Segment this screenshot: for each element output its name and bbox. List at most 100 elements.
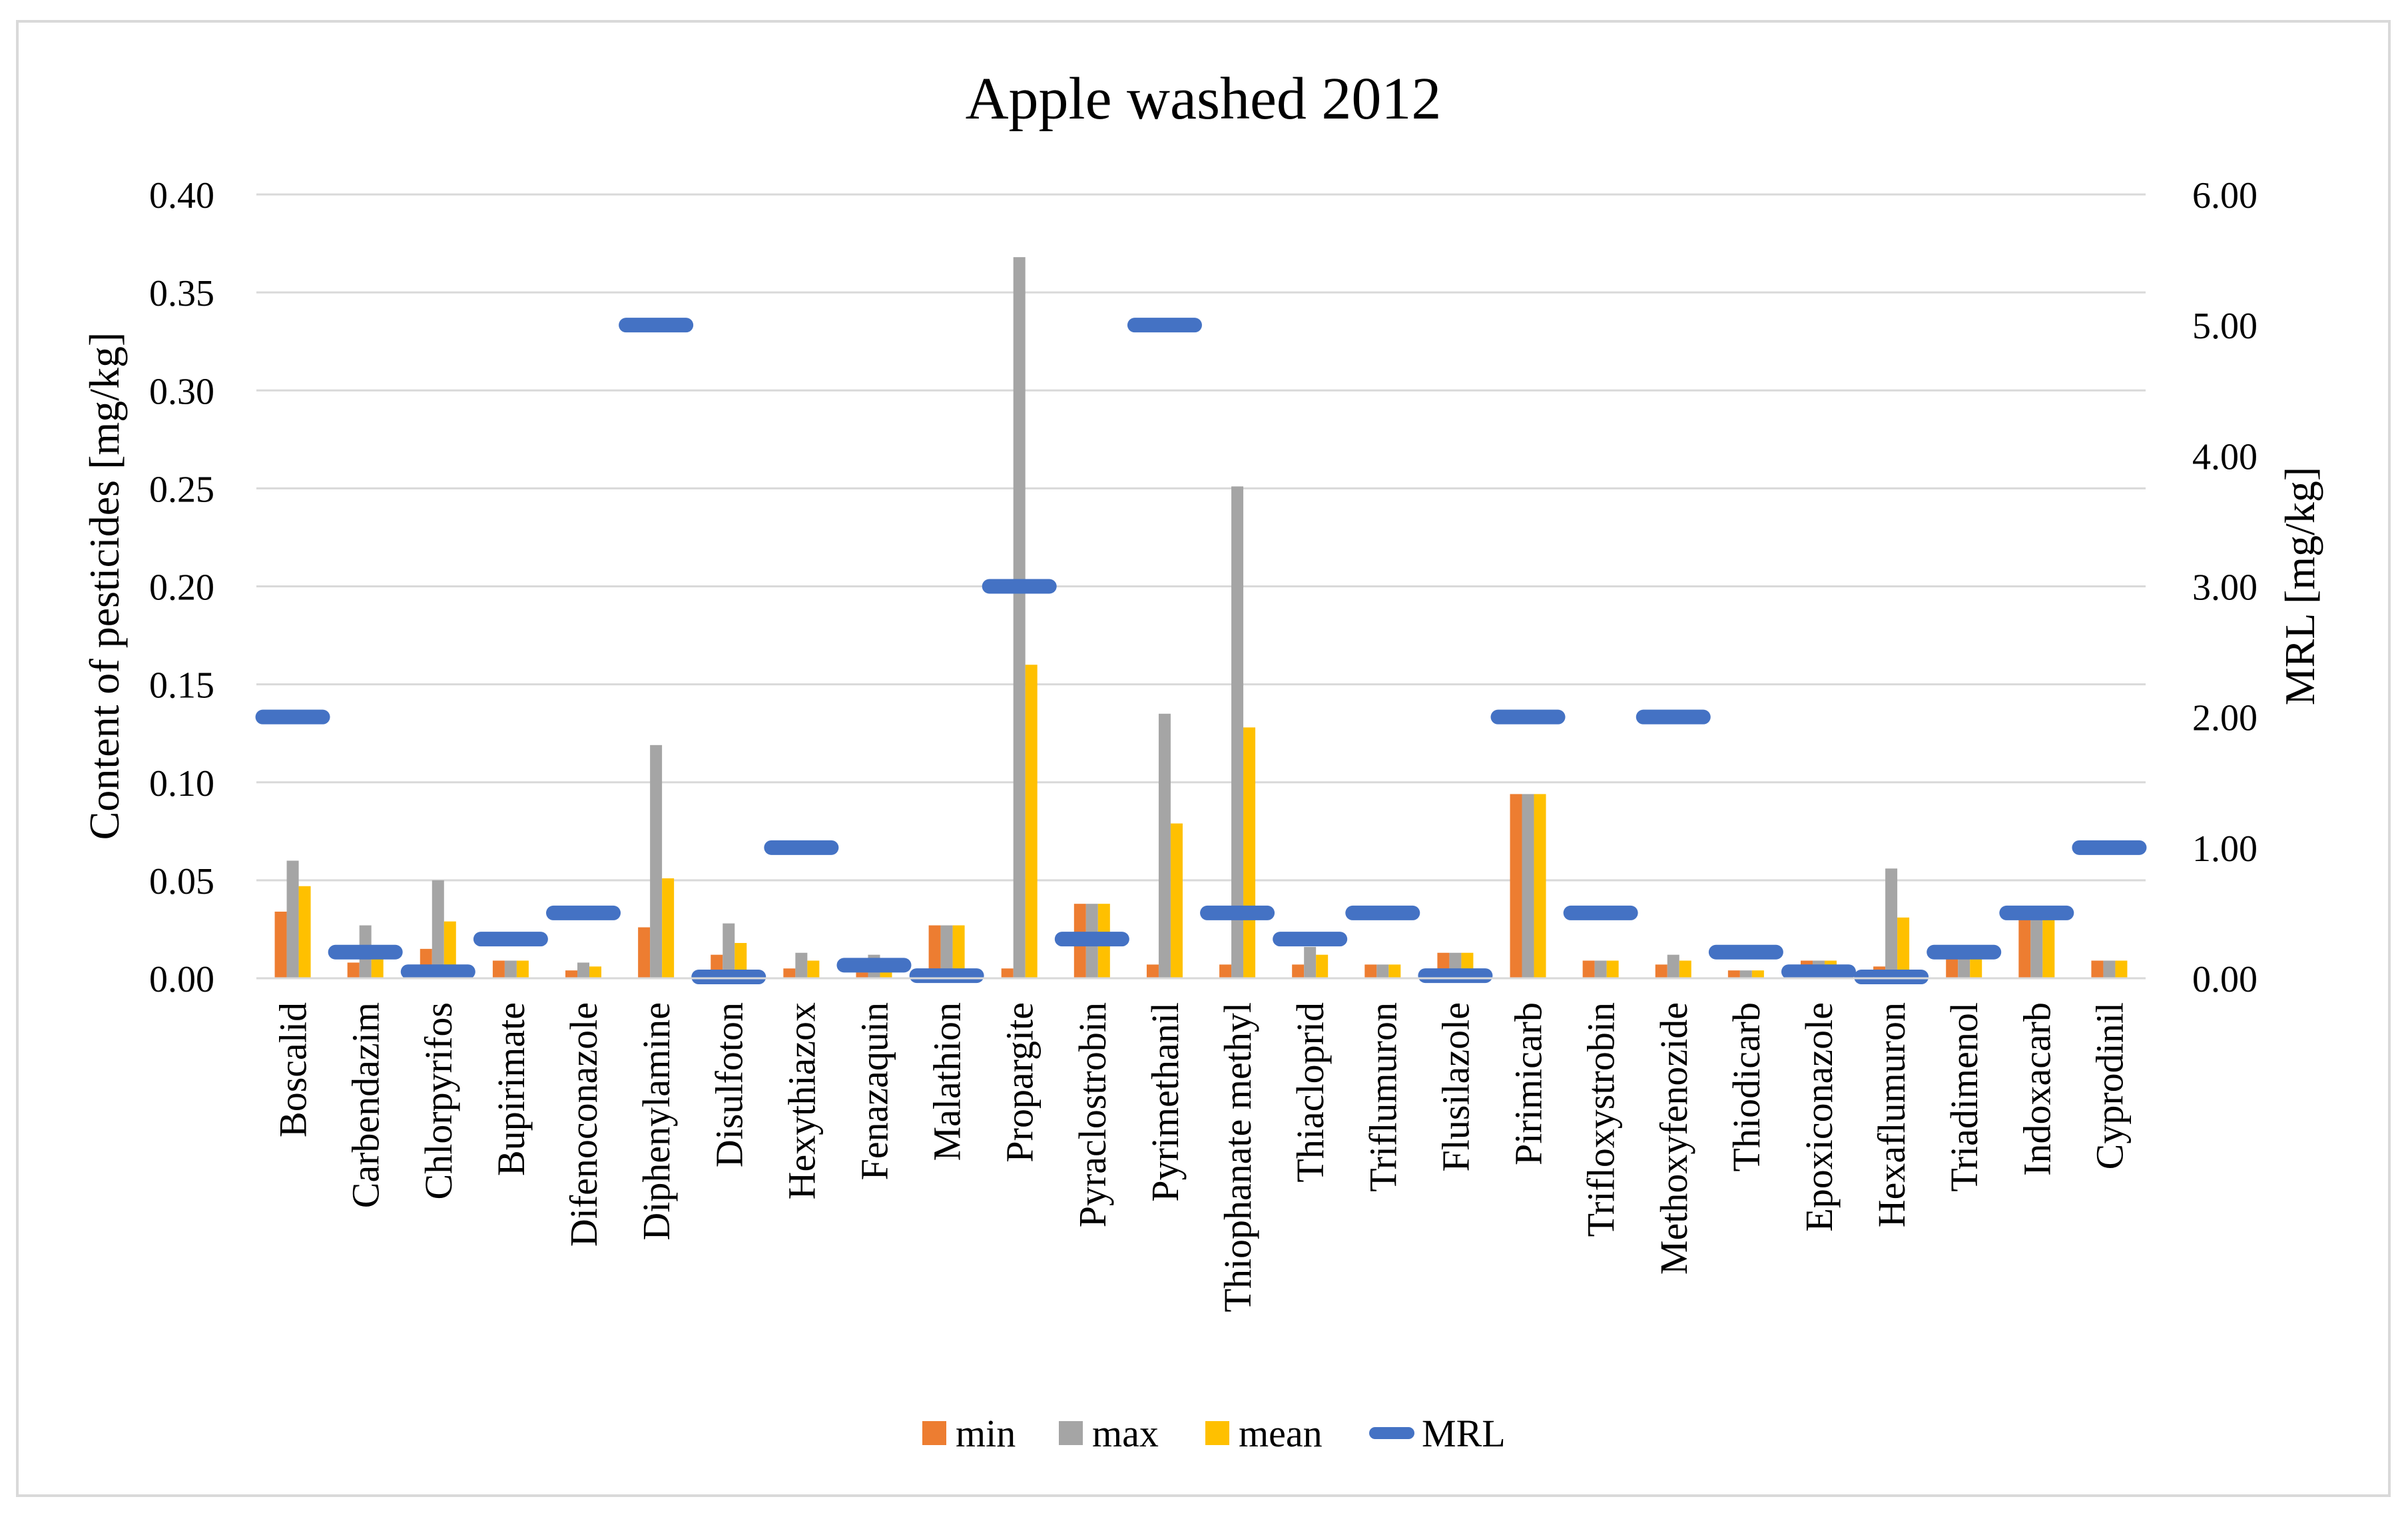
bar-mean — [1243, 727, 1256, 978]
right-axis-ticks: 0.00 1.00 2.00 3.00 4.00 5.00 6.00 — [2192, 175, 2258, 1000]
bar-mean — [298, 886, 311, 978]
category-label: Methoxyfenozide — [1652, 1002, 1695, 1275]
gridlines — [256, 193, 2146, 882]
left-axis-ticks: 0.00 0.05 0.10 0.15 0.20 0.25 0.30 0.35 0.40 — [149, 175, 214, 1000]
bar-min — [2018, 917, 2031, 978]
category-label: Trifloxystrobin — [1580, 1002, 1623, 1237]
bar-mean — [1606, 960, 1619, 978]
bar-min — [1146, 964, 1159, 978]
category-label: Pyrimethanil — [1143, 1002, 1187, 1202]
left-tick-label: 0.25 — [149, 469, 214, 510]
bar-min — [2091, 960, 2104, 978]
bar-mean — [2115, 960, 2128, 978]
right-tick-label: 6.00 — [2192, 175, 2258, 216]
bar-max — [1594, 960, 1607, 978]
category-label: Malathion — [926, 1002, 969, 1161]
chart-title: Apple washed 2012 — [966, 66, 1442, 132]
category-label: Bupirimate — [489, 1002, 533, 1176]
category-label: Indoxacarb — [2015, 1002, 2058, 1176]
legend-label: mean — [1239, 1412, 1323, 1455]
bar-mean — [1025, 665, 1038, 978]
left-axis-title: Content of pesticides [mg/kg] — [81, 332, 128, 840]
category-label: Fenazaquin — [852, 1002, 896, 1180]
category-label: Hexythiazox — [780, 1002, 823, 1199]
bar-min — [565, 970, 578, 978]
bar-min — [492, 960, 505, 978]
right-tick-label: 3.00 — [2192, 567, 2258, 609]
bar-mean — [1534, 794, 1546, 978]
right-tick-label: 5.00 — [2192, 306, 2258, 347]
bar-max — [650, 745, 663, 978]
left-tick-label: 0.15 — [149, 665, 214, 707]
bar-mean — [1679, 960, 1691, 978]
chart-frame — [16, 20, 2391, 1497]
bar-max — [504, 960, 517, 978]
bar-min — [783, 968, 796, 978]
left-tick-label: 0.20 — [149, 567, 214, 609]
category-labels: Boscalid Carbendazim Chlorpyrifos Bupirimat… — [272, 1002, 2132, 1312]
bar-mean — [2042, 917, 2055, 978]
category-label: Thiophanate methyl — [1216, 1002, 1259, 1312]
bar-mean — [952, 925, 965, 978]
left-tick-label: 0.30 — [149, 371, 214, 412]
bar-min — [1001, 968, 1014, 978]
bar-mean — [444, 921, 456, 978]
category-label: Carbendazim — [344, 1002, 388, 1208]
bars — [274, 257, 2128, 978]
right-tick-label: 0.00 — [2192, 959, 2258, 1000]
bar-mean — [1316, 954, 1329, 978]
bar-mean — [516, 960, 529, 978]
bar-max — [286, 860, 299, 978]
legend: min max mean MRL — [922, 1412, 1506, 1455]
bar-min — [1510, 794, 1522, 978]
right-tick-label: 4.00 — [2192, 436, 2258, 477]
bar-min — [638, 927, 651, 978]
category-label: Triadimenol — [1943, 1002, 1986, 1192]
bar-mean — [662, 878, 675, 978]
bar-mean — [807, 960, 820, 978]
category-label: Boscalid — [272, 1002, 315, 1137]
bar-max — [1522, 794, 1534, 978]
bar-mean — [589, 966, 602, 978]
bar-min — [1582, 960, 1595, 978]
right-tick-label: 2.00 — [2192, 698, 2258, 739]
bar-max — [1158, 713, 1171, 978]
bar-max — [2103, 960, 2116, 978]
category-label: Thiacloprid — [1289, 1002, 1332, 1183]
bar-min — [274, 911, 287, 978]
left-tick-label: 0.00 — [149, 959, 214, 1000]
legend-swatch-min — [922, 1421, 946, 1445]
bar-max — [723, 923, 735, 978]
bar-max — [1376, 964, 1389, 978]
bar-max — [940, 925, 953, 978]
bar-max — [795, 952, 808, 978]
bar-max — [1885, 868, 1898, 978]
bar-max — [1231, 486, 1244, 978]
bar-min — [1655, 964, 1667, 978]
bar-max — [1013, 257, 1026, 978]
category-label: Thiodicarb — [1725, 1002, 1768, 1171]
bar-mean — [1751, 970, 1764, 978]
left-tick-label: 0.05 — [149, 861, 214, 902]
category-label: Diphenylamine — [635, 1002, 678, 1241]
legend-label: max — [1092, 1412, 1159, 1455]
bar-min — [856, 972, 868, 978]
category-label: Hexaflumuron — [1870, 1002, 1913, 1227]
bar-max — [2030, 917, 2043, 978]
bar-min — [1727, 970, 1740, 978]
right-axis-title: MRL [mg/kg] — [2276, 467, 2323, 706]
category-label: Flusilazole — [1434, 1002, 1477, 1172]
bar-mean — [1897, 917, 1910, 978]
bar-max — [1667, 954, 1679, 978]
category-label: Chlorpyrifos — [417, 1002, 460, 1199]
legend-label: min — [956, 1412, 1016, 1455]
bar-min — [1292, 964, 1305, 978]
bar-min — [1219, 964, 1232, 978]
left-tick-label: 0.40 — [149, 175, 214, 216]
bar-min — [1364, 964, 1377, 978]
bar-mean — [735, 943, 747, 978]
category-label: Triflumuron — [1361, 1002, 1404, 1192]
bar-max — [1958, 954, 1970, 978]
bar-mean — [1970, 954, 1982, 978]
